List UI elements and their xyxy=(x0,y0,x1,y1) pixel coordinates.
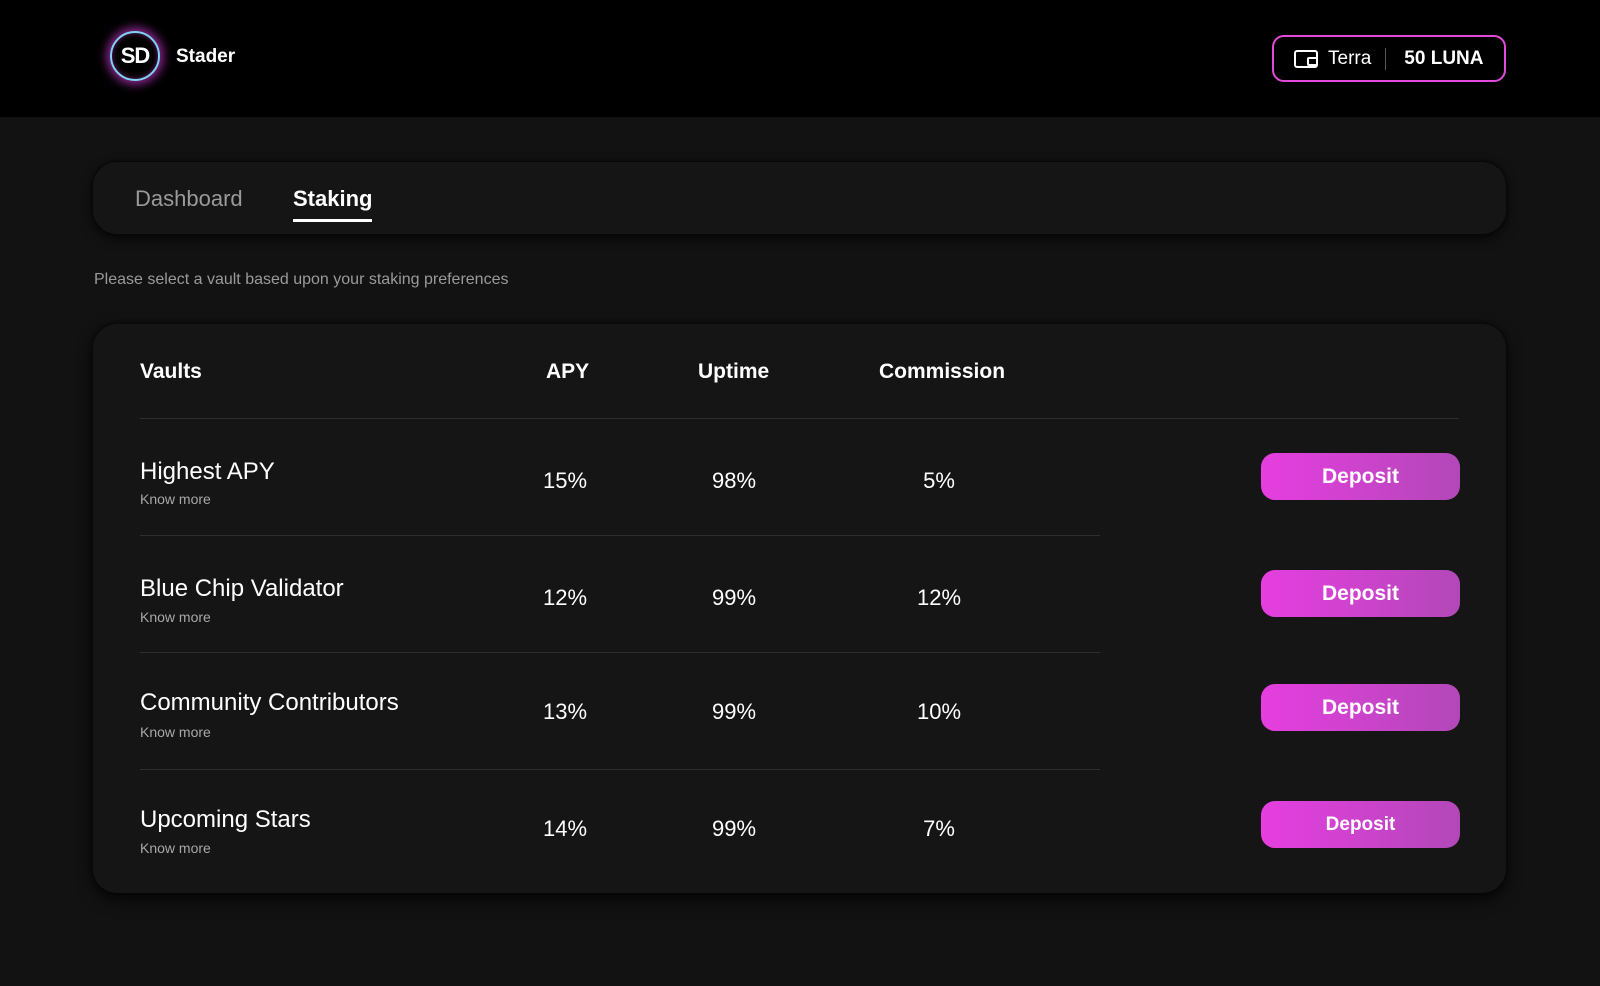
column-header-vaults: Vaults xyxy=(140,360,202,383)
table-row: Highest APY Know more 15% 98% 5% Deposit xyxy=(93,419,1506,536)
uptime-value: 99% xyxy=(711,699,757,724)
column-header-uptime: Uptime xyxy=(698,360,770,383)
wallet-network: Terra xyxy=(1328,47,1372,69)
page-instructions: Please select a vault based upon your st… xyxy=(94,271,509,288)
deposit-button[interactable]: Deposit xyxy=(1261,453,1460,500)
top-bar: SD Stader Terra 50 LUNA xyxy=(0,0,1600,117)
know-more-link[interactable]: Know more xyxy=(140,609,211,625)
row-divider xyxy=(140,652,1100,653)
commission-value: 7% xyxy=(923,816,955,841)
brand-name: Stader xyxy=(176,46,236,67)
table-row: Blue Chip Validator Know more 12% 99% 12… xyxy=(93,536,1506,653)
tab-bar: Dashboard Staking xyxy=(93,162,1506,234)
wallet-balance: 50 LUNA xyxy=(1404,47,1484,69)
commission-value: 12% xyxy=(916,585,962,610)
stader-logo[interactable]: SD xyxy=(110,31,160,81)
vault-name: Highest APY xyxy=(140,458,275,485)
deposit-button[interactable]: Deposit xyxy=(1261,570,1460,617)
header-divider xyxy=(140,418,1459,419)
apy-value: 15% xyxy=(542,468,588,493)
deposit-button[interactable]: Deposit xyxy=(1261,684,1460,731)
table-row: Community Contributors Know more 13% 99%… xyxy=(93,653,1506,770)
know-more-link[interactable]: Know more xyxy=(140,724,211,740)
column-header-commission: Commission xyxy=(879,360,1006,383)
deposit-button[interactable]: Deposit xyxy=(1261,801,1460,848)
apy-value: 14% xyxy=(542,816,588,841)
vault-name: Upcoming Stars xyxy=(140,806,311,833)
apy-value: 12% xyxy=(542,585,588,610)
active-tab-indicator xyxy=(293,219,373,222)
commission-value: 5% xyxy=(923,468,955,493)
wallet-icon xyxy=(1294,49,1318,68)
know-more-link[interactable]: Know more xyxy=(140,840,211,856)
tab-staking[interactable]: Staking xyxy=(293,186,373,222)
row-divider xyxy=(140,769,1100,770)
uptime-value: 99% xyxy=(711,816,757,841)
vault-name: Blue Chip Validator xyxy=(140,575,344,602)
know-more-link[interactable]: Know more xyxy=(140,491,211,507)
vaults-table: Vaults APY Uptime Commission Highest APY… xyxy=(93,324,1506,893)
vault-name: Community Contributors xyxy=(140,689,399,716)
row-divider xyxy=(140,535,1100,536)
apy-value: 13% xyxy=(542,699,588,724)
uptime-value: 99% xyxy=(711,585,757,610)
wallet-divider xyxy=(1385,47,1387,70)
tab-staking-label: Staking xyxy=(293,186,373,211)
wallet-button[interactable]: Terra 50 LUNA xyxy=(1272,35,1506,82)
column-header-apy: APY xyxy=(546,360,590,383)
table-row: Upcoming Stars Know more 14% 99% 7% Depo… xyxy=(93,770,1506,887)
commission-value: 10% xyxy=(916,699,962,724)
tab-dashboard[interactable]: Dashboard xyxy=(135,186,243,211)
uptime-value: 98% xyxy=(711,468,757,493)
